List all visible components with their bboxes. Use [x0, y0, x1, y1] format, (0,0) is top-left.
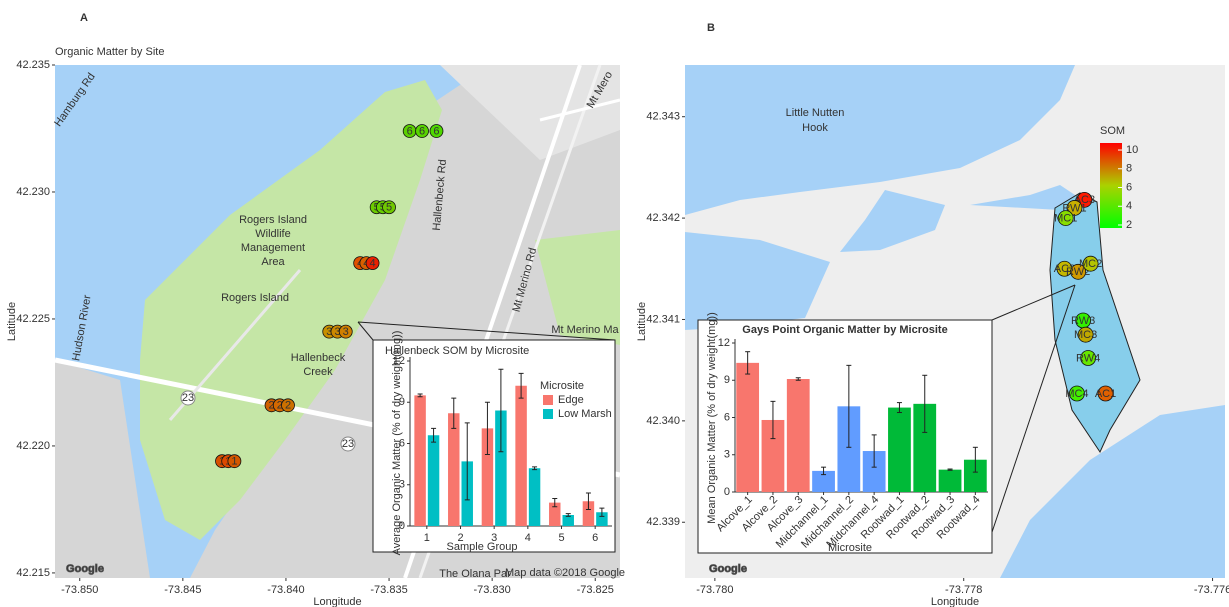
colorbar-tick-label: 8: [1126, 163, 1132, 175]
map-label: Creek: [303, 366, 333, 378]
x-tick-label: -73.850: [61, 584, 98, 596]
y-tick-label: 42.220: [16, 440, 50, 452]
x-tick-label: 5: [558, 532, 564, 544]
inset-a-box: [373, 340, 615, 552]
y-tick-label: 42.215: [16, 567, 50, 579]
y-tick-label: 12: [718, 337, 730, 349]
map-label: Little Nutten: [786, 107, 845, 119]
map-label: Wildlife: [255, 228, 290, 240]
y-tick-label: 42.340: [646, 415, 680, 427]
map-label: B: [707, 22, 715, 34]
bar: [787, 379, 810, 492]
bar: [888, 408, 911, 492]
y-tick-label: 42.235: [16, 59, 50, 71]
legend-swatch: [543, 409, 553, 419]
point-label: 6: [419, 125, 425, 137]
map-label: Area: [261, 256, 285, 268]
y-tick-label: 9: [724, 374, 730, 386]
y-tick-label: 42.343: [646, 111, 680, 123]
point-label: 6: [433, 125, 439, 137]
map-label: Mt Merino Ma: [551, 324, 619, 336]
point-label: MC4: [1065, 388, 1088, 400]
y-tick-label: 42.230: [16, 186, 50, 198]
colorbar: [1100, 143, 1122, 228]
y-axis-label: Latitude: [6, 302, 18, 341]
bar: [428, 435, 439, 526]
point-label: 4: [369, 257, 375, 269]
map-label: Rogers Island: [221, 292, 289, 304]
chart-title: Gays Point Organic Matter by Microsite: [742, 324, 947, 336]
x-axis-label: Longitude: [313, 596, 361, 607]
y-tick-label: 3: [724, 449, 730, 461]
x-tick-label: -73.840: [267, 584, 304, 596]
colorbar-tick-label: 6: [1126, 181, 1132, 193]
point-label: MC3: [1074, 329, 1097, 341]
x-tick-label: 4: [525, 532, 531, 544]
x-axis-label: Longitude: [931, 596, 979, 607]
figure: 42.215 42.220 42.225 42.230 42.235 -73.850 -73…: [0, 0, 1229, 607]
legend-label: Low Marsh: [558, 408, 612, 420]
y-axis-label: Mean Organic Matter (% of dry weight(mg)…: [706, 312, 718, 524]
bar: [515, 386, 526, 526]
y-tick-label: 42.225: [16, 313, 50, 325]
point-label: MC2: [1079, 258, 1102, 270]
y-tick-label: 42.341: [646, 313, 680, 325]
map-label: Google: [66, 563, 104, 575]
x-tick-label: 3: [491, 532, 497, 544]
legend-title: Microsite: [540, 380, 584, 392]
y-tick-label: 42.339: [646, 516, 680, 528]
y-tick-label: 6: [724, 411, 730, 423]
map-label: Management: [241, 242, 305, 254]
bar: [529, 468, 540, 526]
map-label: Google: [709, 563, 747, 575]
colorbar-title: SOM: [1100, 125, 1125, 137]
x-tick-label: -73.776: [1194, 584, 1229, 596]
bar: [939, 470, 962, 492]
x-tick-label: -73.830: [473, 584, 510, 596]
point-label: MC1: [1054, 212, 1077, 224]
bar: [414, 395, 425, 526]
bar: [448, 413, 459, 526]
y-axis-label: Latitude: [636, 302, 648, 341]
x-tick-label: -73.778: [945, 584, 982, 596]
chart-title: Organic Matter by Site: [55, 46, 164, 58]
chart-title: Hallenbeck SOM by Microsite: [385, 345, 529, 357]
map-label: Rogers Island: [239, 214, 307, 226]
x-tick-label: 2: [457, 532, 463, 544]
map-label: A: [80, 12, 88, 24]
y-tick-label: 42.342: [646, 212, 680, 224]
colorbar-tick-label: 4: [1126, 200, 1132, 212]
legend-label: Edge: [558, 394, 584, 406]
x-tick-label: 1: [424, 532, 430, 544]
y-axis-label: Average Organic Matter (% of dry weight(…: [391, 331, 403, 556]
point-label: 3: [343, 326, 349, 338]
map-label: 23: [182, 392, 194, 404]
map-label: 23: [342, 438, 354, 450]
x-tick-label: -73.835: [370, 584, 407, 596]
y-tick-label: 0: [724, 486, 730, 498]
map-label: Map data ©2018 Google: [505, 567, 625, 579]
colorbar-tick-label: 10: [1126, 144, 1138, 156]
point-label: RW3: [1071, 315, 1095, 327]
x-tick-label: -73.780: [696, 584, 733, 596]
point-label: RW4: [1076, 352, 1100, 364]
point-label: AC1: [1095, 388, 1116, 400]
x-tick-label: 6: [592, 532, 598, 544]
point-label: 2: [285, 400, 291, 412]
map-label: Hook: [802, 122, 828, 134]
map-label: The Olana Par: [439, 568, 511, 580]
point-label: 6: [407, 125, 413, 137]
x-tick-label: -73.825: [577, 584, 614, 596]
legend-swatch: [543, 395, 553, 405]
map-label: Hallenbeck: [291, 352, 346, 364]
point-label: 5: [386, 202, 392, 214]
colorbar-tick-label: 2: [1126, 219, 1132, 231]
bar: [736, 363, 759, 492]
point-label: 1: [231, 456, 237, 468]
x-tick-label: -73.845: [164, 584, 201, 596]
